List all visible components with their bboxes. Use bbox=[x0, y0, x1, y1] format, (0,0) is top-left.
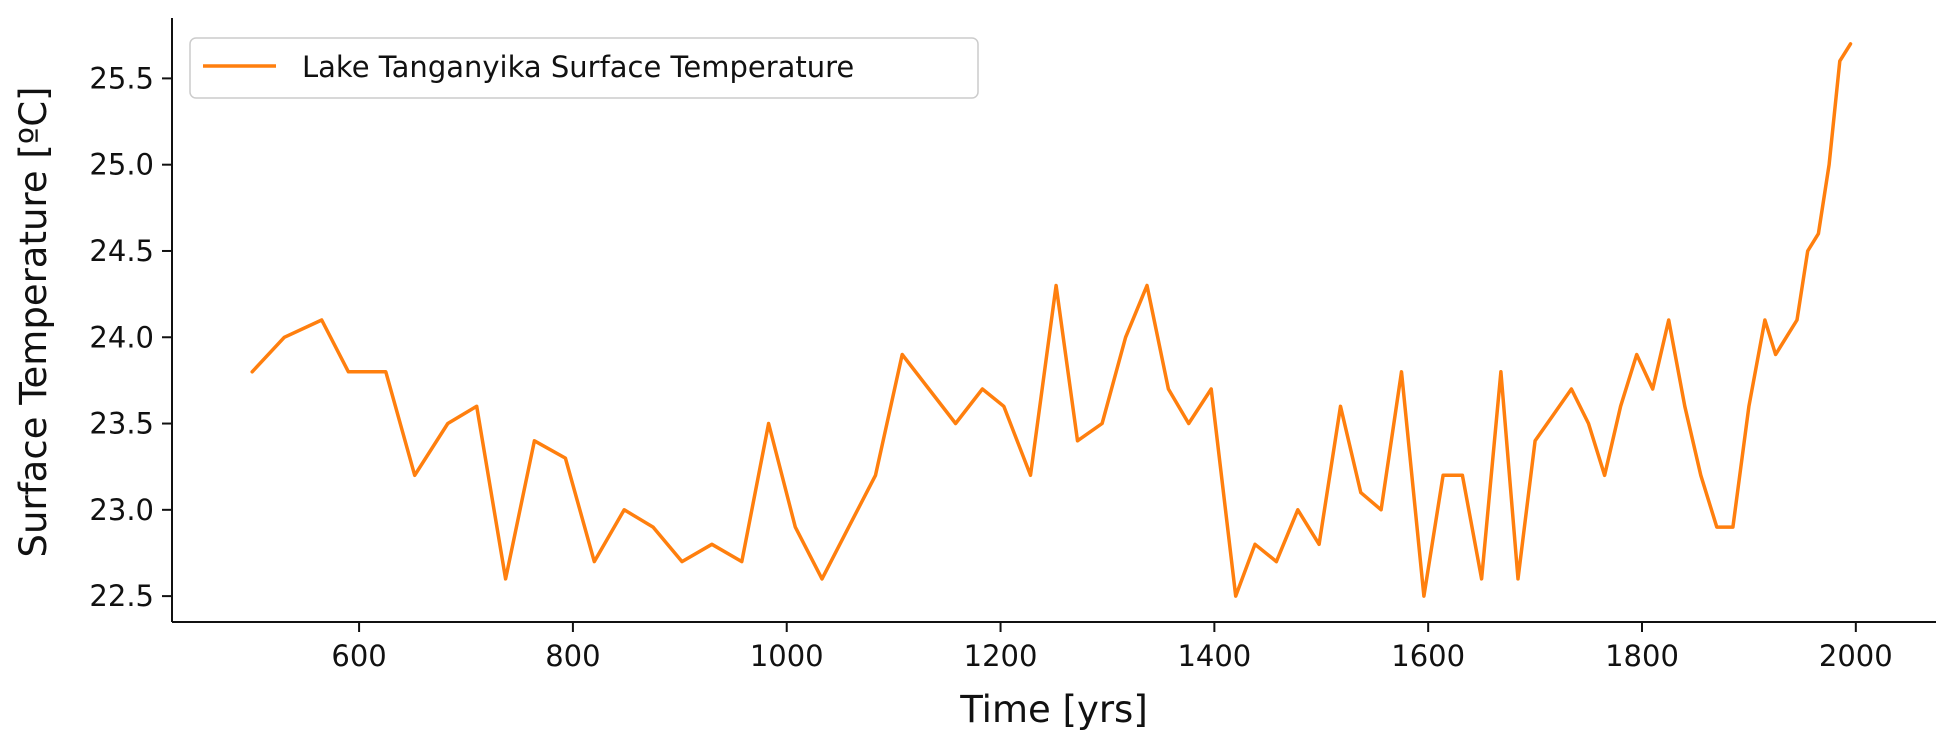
y-axis-ticks: 22.5 23.0 23.5 24.0 24.5 25.0 25.5 bbox=[89, 61, 172, 613]
x-tick-label: 600 bbox=[331, 639, 386, 673]
y-tick-label: 23.5 bbox=[89, 407, 154, 441]
y-tick-label: 24.0 bbox=[89, 320, 154, 354]
x-tick-label: 1800 bbox=[1605, 639, 1679, 673]
legend-box bbox=[189, 37, 979, 99]
y-tick-label: 25.5 bbox=[89, 61, 154, 95]
x-axis-ticks: 600 800 1000 1200 1400 1600 1800 2000 bbox=[331, 622, 1893, 673]
x-tick-label: 1000 bbox=[750, 639, 824, 673]
y-tick-label: 22.5 bbox=[89, 579, 154, 613]
x-tick-label: 1400 bbox=[1177, 639, 1251, 673]
series-line bbox=[250, 42, 1853, 598]
legend-label: Lake Tanganyika Surface Temperature bbox=[302, 50, 854, 84]
series-layer bbox=[250, 42, 1853, 598]
x-tick-label: 1600 bbox=[1391, 639, 1465, 673]
y-tick-label: 25.0 bbox=[89, 148, 154, 182]
y-tick-label: 23.0 bbox=[89, 493, 154, 527]
y-axis-title: Surface Temperature [ºC] bbox=[12, 87, 55, 558]
x-tick-label: 1200 bbox=[964, 639, 1038, 673]
legend: Lake Tanganyika Surface Temperature bbox=[189, 37, 979, 99]
x-tick-label: 800 bbox=[545, 639, 600, 673]
y-tick-label: 24.5 bbox=[89, 234, 154, 268]
x-axis-title: Time [yrs] bbox=[959, 688, 1148, 731]
x-tick-label: 2000 bbox=[1819, 639, 1893, 673]
